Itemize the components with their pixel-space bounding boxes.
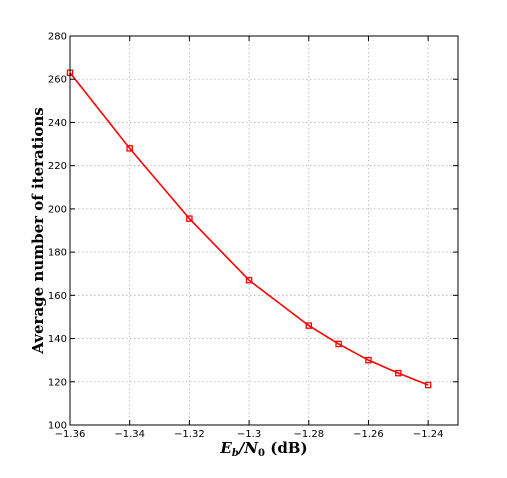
x-tick-label: −1.3 <box>237 429 261 440</box>
x-axis-label-unit: (dB) <box>265 439 308 457</box>
y-tick-label: 120 <box>48 377 67 388</box>
data-point <box>365 356 372 364</box>
y-tick-label: 220 <box>48 161 67 172</box>
y-tick-label: 100 <box>48 421 67 432</box>
data-point <box>186 215 193 222</box>
data-point <box>245 276 253 284</box>
y-axis-label: Average number of iterations <box>29 107 47 354</box>
y-tick-label: 160 <box>48 291 67 302</box>
x-tick-label: −1.32 <box>174 429 205 440</box>
x-axis-label-e: E <box>219 439 232 457</box>
data-point <box>395 369 402 377</box>
x-axis-label: Eb/N0 (dB) <box>219 439 307 459</box>
x-tick-label: −1.24 <box>413 429 444 440</box>
y-tick-label: 200 <box>48 204 67 215</box>
y-tick-label: 180 <box>48 248 67 259</box>
grid-lines <box>69 35 458 426</box>
x-axis-label-slash-n: /N <box>237 439 259 457</box>
y-tick-label: 240 <box>48 118 67 129</box>
axis-ticks: −1.36 −1.34 −1.32 −1.3 −1.28 −1.26 −1.24 100 120… <box>48 32 458 440</box>
x-tick-label: −1.34 <box>114 429 145 440</box>
data-point <box>424 381 432 389</box>
data-point <box>335 340 342 348</box>
x-axis-label-sub-b: b <box>232 448 239 459</box>
x-axis-label-sub-0: 0 <box>258 448 265 459</box>
x-tick-label: −1.36 <box>55 429 86 440</box>
y-tick-label: 140 <box>48 334 67 345</box>
x-tick-label: −1.26 <box>353 429 384 440</box>
data-point <box>305 322 313 329</box>
data-point <box>126 145 133 152</box>
x-tick-label: −1.28 <box>293 429 324 440</box>
plot-frame <box>69 35 459 426</box>
series-line <box>69 72 429 386</box>
y-tick-label: 280 <box>48 32 67 43</box>
y-tick-label: 260 <box>48 75 67 86</box>
